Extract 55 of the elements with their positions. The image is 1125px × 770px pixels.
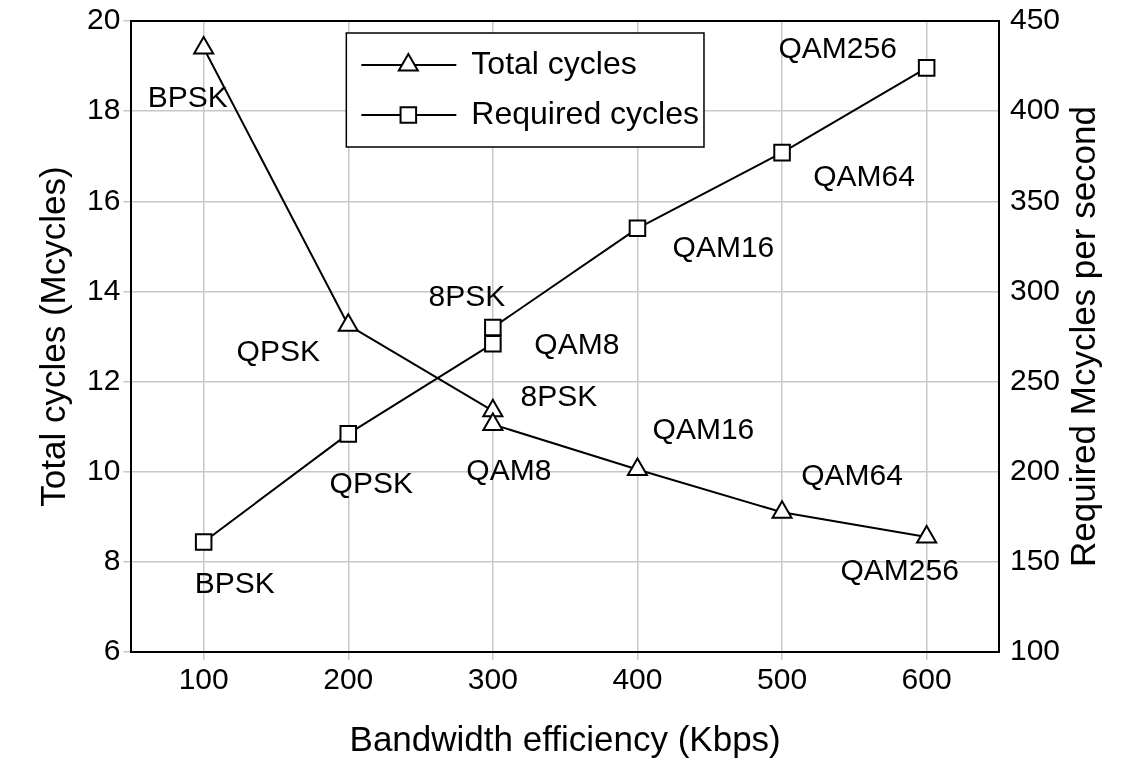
annotation: QAM16 — [672, 229, 775, 263]
y-tick-label: 8 — [103, 543, 121, 577]
annotation: 8PSK — [428, 278, 506, 312]
point — [917, 59, 936, 77]
y2-tick-label: 400 — [1009, 92, 1061, 126]
y-tick-label: 16 — [86, 182, 121, 216]
point — [194, 533, 213, 551]
y2-tick-label: 450 — [1009, 2, 1061, 36]
y2-tick-label: 100 — [1009, 633, 1061, 667]
y-tick-label: 12 — [86, 362, 121, 396]
y-tick-label: 18 — [86, 92, 121, 126]
y2-tick-label: 300 — [1009, 272, 1061, 306]
annotation: QAM16 — [652, 411, 755, 445]
annotation: BPSK — [147, 80, 228, 114]
point — [626, 457, 648, 476]
x-tick-label: 400 — [612, 662, 663, 696]
y-tick-label: 20 — [86, 2, 121, 36]
annotation: BPSK — [194, 566, 275, 600]
point — [773, 143, 791, 162]
legend-label: Total cycles — [471, 44, 637, 81]
point — [482, 398, 504, 418]
x-tick-label: 600 — [901, 662, 952, 696]
y2-tick-label: 350 — [1009, 182, 1061, 216]
point — [193, 36, 215, 55]
y2-axis-title: Required Mcycles per second — [1062, 105, 1102, 568]
y-tick-label: 10 — [86, 452, 121, 486]
y-tick-label: 14 — [86, 272, 121, 306]
annotation: QAM64 — [801, 457, 903, 491]
x-tick-label: 100 — [178, 662, 229, 696]
point — [482, 412, 504, 431]
legend-label: Required cycles — [471, 94, 699, 131]
annotation: QAM256 — [778, 31, 897, 65]
annotation: QAM256 — [840, 553, 959, 587]
annotation: QPSK — [329, 466, 413, 500]
point — [916, 525, 938, 544]
x-axis-title: Bandwidth efficiency (Kbps) — [349, 718, 781, 758]
y-axis-title: Total cycles (Mcycles) — [32, 166, 72, 507]
point — [628, 219, 647, 238]
x-tick-label: 300 — [467, 662, 518, 696]
y-tick-label: 6 — [103, 633, 121, 667]
point — [771, 500, 793, 519]
annotation: QAM8 — [534, 326, 620, 360]
point — [484, 318, 502, 337]
x-tick-label: 500 — [757, 662, 808, 696]
point — [484, 334, 502, 353]
annotation: 8PSK — [520, 379, 598, 413]
annotation: QPSK — [236, 334, 320, 368]
y2-tick-label: 150 — [1009, 543, 1061, 577]
point — [339, 425, 358, 443]
annotation: QAM64 — [813, 158, 915, 192]
x-tick-label: 200 — [323, 662, 374, 696]
annotation: QAM8 — [466, 452, 552, 486]
y2-tick-label: 200 — [1009, 452, 1061, 486]
y2-tick-label: 250 — [1009, 362, 1061, 396]
point — [337, 313, 359, 332]
